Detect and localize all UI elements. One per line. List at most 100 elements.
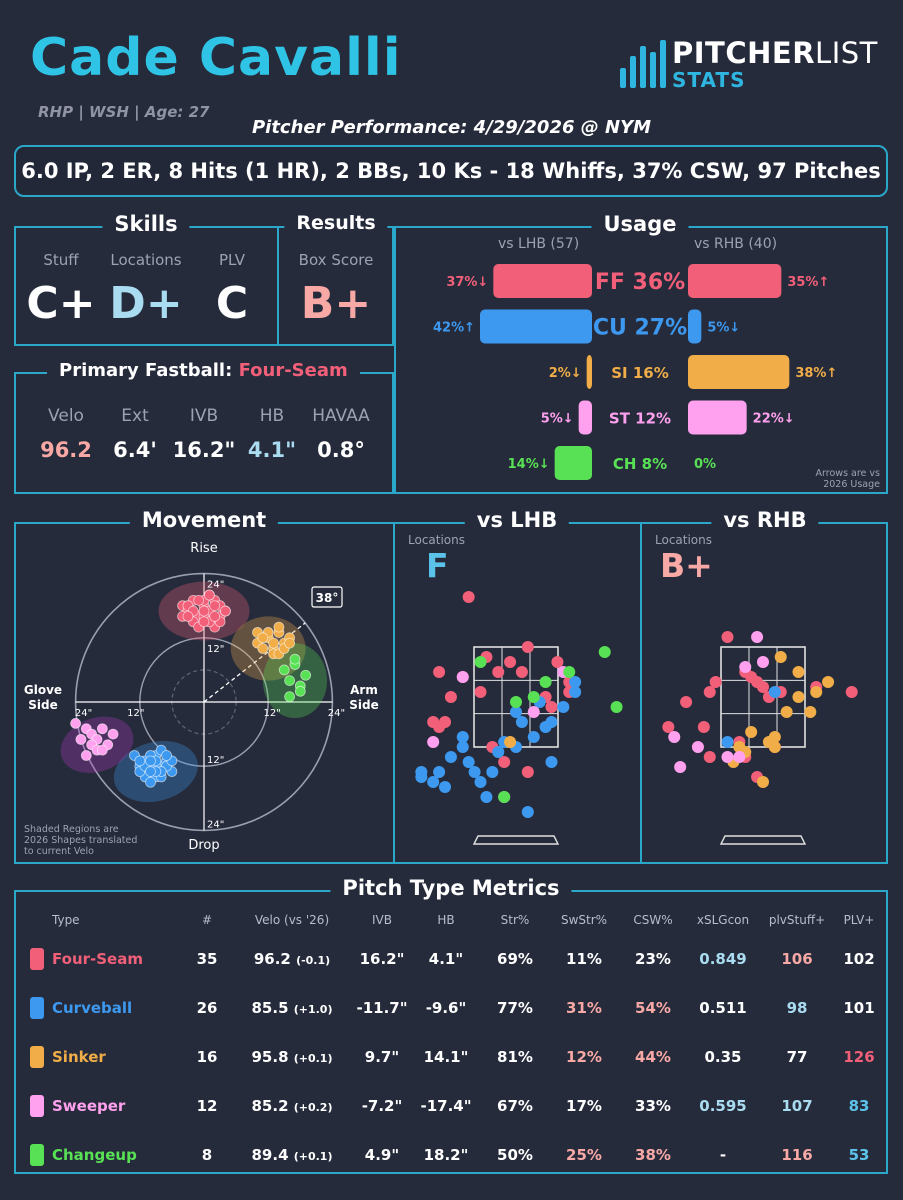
velo-value: 85.5: [251, 998, 294, 1017]
pitch-xslgcon: -: [719, 1145, 727, 1164]
location-point: [521, 806, 534, 818]
lhb-locations-chart: [415, 591, 623, 845]
pitch-swstr-pct: 12%: [566, 1047, 602, 1066]
pitch-color-swatch: [30, 996, 44, 1019]
pitch-csw-pct: 54%: [635, 998, 671, 1017]
metrics-header-type: Type: [52, 913, 80, 927]
metrics-title: Pitch Type Metrics: [330, 876, 572, 900]
movement-note: Shaded Regions are 2026 Shapes translate…: [24, 824, 137, 857]
arm-angle-label: 38°: [316, 591, 339, 605]
pitch-count: 26: [196, 998, 218, 1017]
metrics-header-swstr: SwStr%: [560, 913, 608, 927]
location-point: [510, 706, 522, 718]
usage-pitch-label: CH 8%: [613, 455, 667, 473]
pitch-ivb: -7.2": [361, 1096, 403, 1115]
velo-text: 95.8 (+0.1): [252, 1048, 333, 1066]
location-point: [527, 706, 540, 718]
movement-point: [107, 728, 119, 740]
movement-point: [75, 734, 87, 745]
location-point: [427, 776, 440, 788]
metrics-header-str: Str%: [500, 913, 530, 927]
location-point: [757, 656, 769, 668]
usage-lhb-value: 37%↓: [446, 275, 488, 290]
location-point: [768, 686, 781, 698]
movement-point: [145, 766, 156, 777]
movement-point: [193, 594, 205, 606]
pitch-velo: 95.8 (+0.1): [232, 1032, 352, 1081]
velo-value: 96.2: [40, 438, 92, 462]
velo-delta: (+0.1): [293, 1051, 333, 1065]
movement-point: [300, 669, 312, 681]
movement-divider: [393, 522, 395, 864]
pitch-csw-pct: 23%: [635, 949, 671, 968]
box-score-grade: B+: [300, 278, 372, 329]
lhb-locations-label: Locations: [408, 533, 466, 547]
hb-value: 4.1": [247, 438, 297, 462]
location-point: [703, 751, 716, 763]
usage-bar-rhb: [688, 355, 790, 389]
location-point: [456, 731, 469, 743]
logo-light: LIST: [815, 36, 878, 70]
pitch-swatch-cell: [22, 1130, 52, 1179]
rhb-locations-grade: B+: [660, 546, 713, 585]
location-point: [703, 686, 716, 698]
pitch-hb: -9.6": [425, 998, 467, 1017]
pitch-swatch-cell: [22, 1032, 52, 1081]
metrics-header-xslgcon: xSLGcon: [696, 913, 750, 927]
movement-chart: 24"12"12" 24"24"12"12"24"RiseDropGloveSid…: [24, 541, 379, 853]
pitch-xslgcon: 0.849: [699, 949, 747, 968]
location-point: [439, 781, 452, 793]
pitch-plvstuff: 77: [786, 1047, 808, 1066]
pitch-plvstuff: 107: [781, 1096, 813, 1115]
pitch-plv: 102: [843, 949, 875, 968]
logo-wordmark: PITCHERLIST: [672, 36, 878, 70]
usage-lhb-value: 5%↓: [541, 412, 574, 427]
usage-bar-lhb: [578, 400, 592, 435]
movement-point: [145, 755, 156, 767]
pitch-color-swatch: [30, 1045, 44, 1068]
location-point: [804, 706, 817, 718]
location-point: [504, 656, 517, 668]
location-point: [751, 631, 764, 643]
location-point: [545, 756, 558, 768]
location-point: [709, 676, 722, 688]
velo-text: 85.5 (+1.0): [252, 999, 333, 1017]
pitch-plvstuff: 106: [781, 949, 813, 968]
lhb-locations-title: vs LHB: [464, 508, 570, 532]
pitch-swstr-pct: 25%: [566, 1145, 602, 1164]
pitcher-name: Cade Cavalli: [30, 28, 402, 88]
locations-grade: D+: [109, 278, 183, 329]
metrics-row: Four-Seam 35 96.2 (-0.1) 16.2" 4.1" 69% 11% 23%…: [22, 934, 882, 983]
pitch-swstr-pct: 11%: [566, 949, 602, 968]
pitch-plvstuff: 116: [781, 1145, 813, 1164]
movement-point: [289, 653, 301, 665]
velo-text: 85.2 (+0.2): [252, 1097, 333, 1115]
pitcher-bio: RHP | WSH | Age: 27: [38, 103, 210, 121]
movement-point: [284, 691, 296, 703]
location-point: [521, 766, 534, 778]
pitch-strike-pct: 50%: [497, 1145, 533, 1164]
pitch-type-name: Sinker: [52, 1047, 106, 1066]
ivb-value: 16.2": [172, 438, 236, 462]
pitch-plv: 53: [848, 1145, 870, 1164]
movement-arm-label-2: Side: [349, 698, 378, 712]
velo-delta: (+0.1): [293, 1149, 333, 1163]
metrics-header-plv: PLV+: [843, 913, 875, 927]
pitch-csw-pct: 33%: [635, 1096, 671, 1115]
movement-note-line3: to current Velo: [24, 846, 94, 857]
movement-point: [278, 664, 290, 676]
movement-point: [96, 744, 108, 756]
movement-point: [294, 685, 306, 697]
pitch-plv: 83: [848, 1096, 870, 1115]
location-point: [427, 736, 440, 748]
location-point: [474, 686, 487, 698]
movement-arm-label-1: Arm: [350, 683, 378, 697]
movement-ring-label: 12": [127, 708, 144, 719]
location-point: [792, 666, 805, 678]
pitch-type-name: Sweeper: [52, 1096, 126, 1115]
location-point: [680, 696, 693, 708]
pitch-hb: 14.1": [423, 1047, 469, 1066]
pitch-swatch-cell: [22, 983, 52, 1032]
location-point: [822, 676, 835, 688]
location-point: [610, 701, 623, 713]
